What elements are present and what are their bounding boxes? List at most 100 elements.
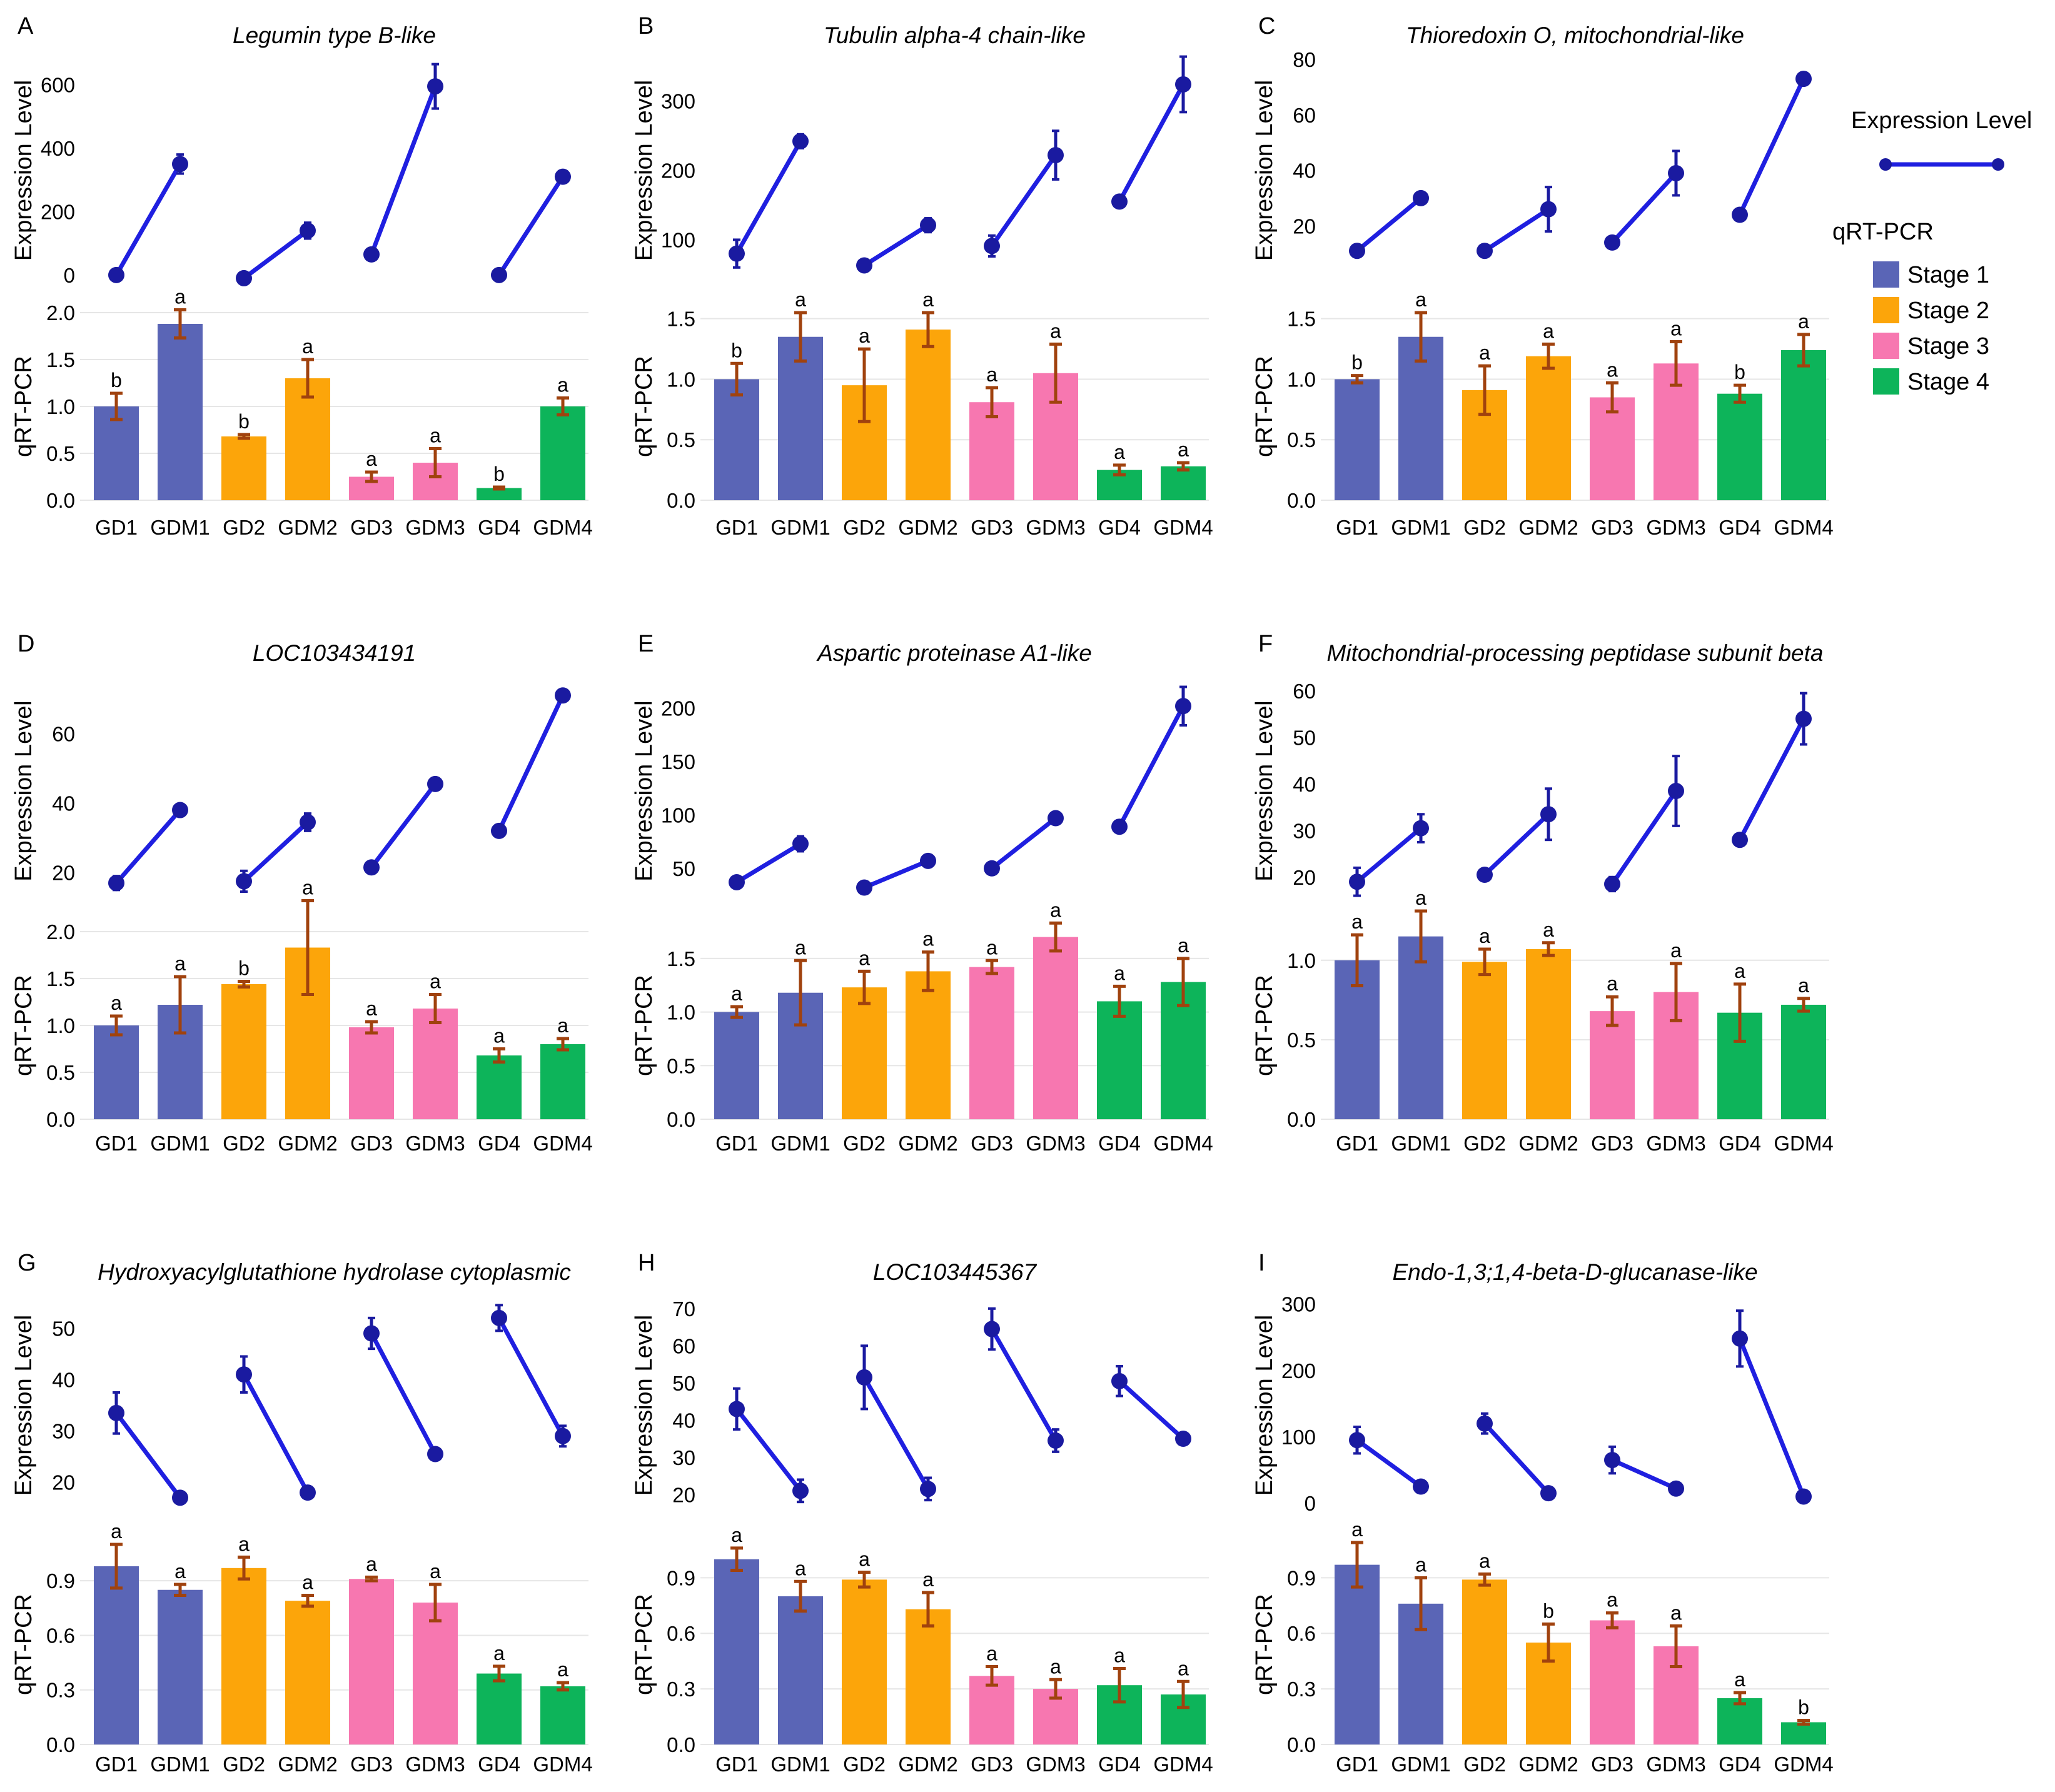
- qrt-pcr-bar: [1033, 937, 1078, 1119]
- expression-point: [1795, 710, 1812, 727]
- x-tick-label: GDM2: [1518, 1132, 1578, 1155]
- bar-y-axis-label: qRT-PCR: [11, 356, 37, 457]
- significance-letter: a: [1798, 974, 1809, 997]
- line-y-axis-label: Expression Level: [631, 80, 657, 261]
- line-y-tick-label: 300: [1281, 1293, 1316, 1316]
- qrt-pcr-bar: [1781, 1722, 1826, 1744]
- significance-letter: b: [1351, 351, 1363, 374]
- expression-point: [555, 1427, 571, 1444]
- qrt-pcr-bar: [1462, 1579, 1507, 1744]
- bar-y-tick-label: 1.0: [667, 368, 695, 391]
- qrt-pcr-bar: [221, 984, 266, 1119]
- panel-letter: E: [638, 631, 654, 657]
- expression-point: [1668, 783, 1684, 799]
- expression-point: [300, 1484, 316, 1501]
- expression-point: [792, 1482, 809, 1499]
- expression-point: [1111, 193, 1128, 210]
- bar-y-tick-label: 1.5: [1287, 308, 1316, 331]
- significance-letter: a: [1178, 934, 1189, 957]
- expression-line-segment: [1610, 171, 1678, 244]
- bar-y-tick-label: 0.5: [1287, 428, 1316, 451]
- expression-line-segment: [1355, 826, 1423, 883]
- qrt-pcr-bar: [842, 987, 887, 1119]
- significance-letter: a: [1543, 919, 1554, 941]
- expression-point: [108, 1404, 124, 1421]
- x-tick-label: GD4: [478, 1132, 520, 1155]
- x-tick-label: GD1: [1336, 516, 1378, 539]
- expression-line-segment: [862, 1376, 931, 1491]
- x-tick-label: GDM3: [1646, 516, 1705, 539]
- significance-letter: b: [493, 463, 505, 485]
- bar-y-tick-label: 1.0: [667, 1001, 695, 1024]
- qrt-pcr-bar: [906, 1609, 951, 1744]
- line-y-axis-label: Expression Level: [1251, 700, 1278, 881]
- qrt-pcr-bar: [349, 1579, 394, 1744]
- bar-y-axis-label: qRT-PCR: [11, 1594, 37, 1695]
- qrt-pcr-bar: [1526, 356, 1571, 500]
- expression-line-segment: [370, 782, 437, 869]
- qrt-pcr-bar: [1398, 936, 1443, 1119]
- bar-y-axis-label: qRT-PCR: [1251, 975, 1278, 1076]
- x-tick-label: GD2: [1463, 516, 1506, 539]
- x-tick-label: GDM2: [1518, 516, 1578, 539]
- bar-y-tick-label: 0.0: [667, 1733, 695, 1756]
- x-tick-label: GD2: [223, 516, 265, 539]
- expression-point: [984, 860, 1000, 877]
- bar-y-tick-label: 1.0: [1287, 368, 1316, 391]
- panel-d: 20 40 60 Expression Level 0.0 0.5 1.0 1.5 2.0 qRT…: [11, 631, 593, 1155]
- line-y-tick-label: 40: [52, 1368, 75, 1391]
- qrt-pcr-bar: [1590, 1620, 1635, 1744]
- x-tick-label: GD3: [350, 516, 393, 539]
- expression-line-segment: [734, 140, 803, 255]
- qrt-pcr-bar: [158, 1589, 203, 1744]
- significance-letter: a: [859, 1548, 870, 1570]
- significance-letter: a: [859, 325, 870, 347]
- x-tick-label: GDM3: [405, 1132, 465, 1155]
- significance-letter: a: [1178, 1657, 1189, 1679]
- qrt-pcr-bar: [1590, 397, 1635, 500]
- x-tick-label: GDM4: [533, 516, 592, 539]
- x-tick-label: GD4: [478, 516, 520, 539]
- expression-line-segment: [1483, 812, 1550, 877]
- significance-letter: a: [1479, 1549, 1490, 1572]
- qrt-pcr-bar: [477, 488, 522, 500]
- panel-title: Thioredoxin O, mitochondrial-like: [1406, 23, 1744, 48]
- x-tick-label: GDM4: [1153, 1132, 1213, 1155]
- x-tick-label: GD1: [715, 1753, 758, 1776]
- x-tick-label: GD4: [1719, 1132, 1761, 1155]
- panel-title: Aspartic proteinase A1-like: [816, 640, 1092, 666]
- qrt-pcr-bar: [1717, 1698, 1762, 1744]
- line-y-tick-label: 0: [1305, 1492, 1316, 1515]
- x-tick-label: GDM2: [278, 516, 337, 539]
- bar-y-tick-label: 1.0: [46, 1014, 75, 1037]
- qrt-pcr-bar: [540, 1686, 585, 1744]
- line-y-tick-label: 30: [52, 1420, 75, 1443]
- x-tick-label: GDM3: [1026, 516, 1085, 539]
- x-tick-label: GDM3: [405, 516, 465, 539]
- expression-point: [172, 802, 188, 818]
- significance-letter: a: [1050, 899, 1061, 921]
- expression-point: [1732, 206, 1748, 223]
- legend-stage-label: Stage 2: [1907, 298, 1989, 324]
- bar-y-tick-label: 1.5: [667, 947, 695, 970]
- line-y-tick-label: 40: [52, 792, 75, 815]
- bar-y-tick-label: 1.0: [46, 395, 75, 418]
- significance-letter: a: [1670, 317, 1682, 340]
- expression-point: [236, 873, 252, 890]
- line-y-tick-label: 70: [672, 1297, 695, 1321]
- x-tick-label: GD1: [95, 516, 138, 539]
- qrt-pcr-bar: [477, 1673, 522, 1744]
- expression-point: [856, 257, 872, 274]
- expression-point: [1413, 189, 1429, 206]
- x-tick-label: GDM4: [533, 1753, 592, 1776]
- expression-point: [1048, 810, 1064, 827]
- expression-point: [1349, 243, 1365, 259]
- expression-line-segment: [1483, 207, 1550, 253]
- significance-letter: a: [557, 1658, 568, 1681]
- qrt-pcr-bar: [221, 436, 266, 500]
- significance-letter: a: [1607, 358, 1618, 381]
- bar-y-tick-label: 0.5: [1287, 1029, 1316, 1052]
